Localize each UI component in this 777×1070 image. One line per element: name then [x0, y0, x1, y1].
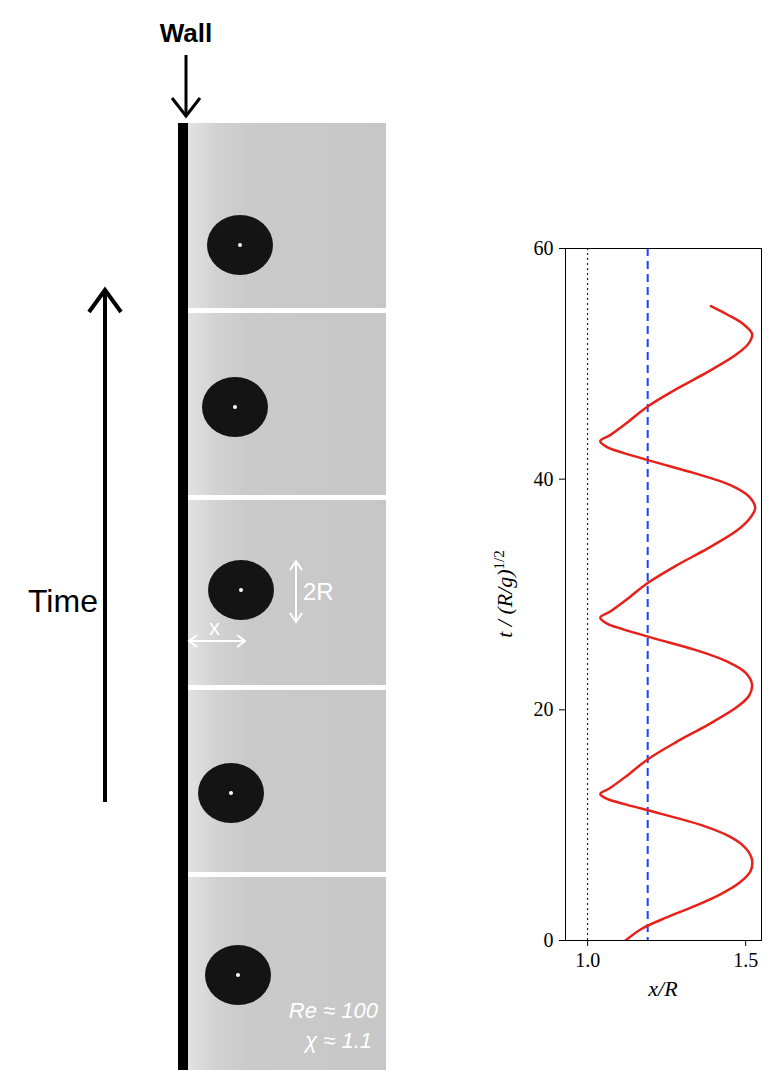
svg-text:60: 60	[534, 237, 554, 259]
svg-text:0: 0	[544, 929, 554, 951]
svg-text:40: 40	[534, 468, 554, 490]
svg-text:1.0: 1.0	[575, 949, 600, 971]
svg-text:t / (R/g)1/2: t / (R/g)1/2	[491, 550, 517, 638]
svg-text:x/R: x/R	[647, 976, 678, 1001]
svg-text:χ ≈ 1.1: χ ≈ 1.1	[303, 1028, 372, 1053]
svg-text:1.5: 1.5	[733, 949, 758, 971]
svg-text:20: 20	[534, 698, 554, 720]
svg-text:Re ≈ 100: Re ≈ 100	[289, 998, 379, 1023]
svg-text:Wall: Wall	[160, 18, 212, 48]
svg-text:x: x	[209, 615, 220, 640]
svg-text:2R: 2R	[303, 578, 334, 605]
svg-text:Time: Time	[28, 583, 98, 619]
